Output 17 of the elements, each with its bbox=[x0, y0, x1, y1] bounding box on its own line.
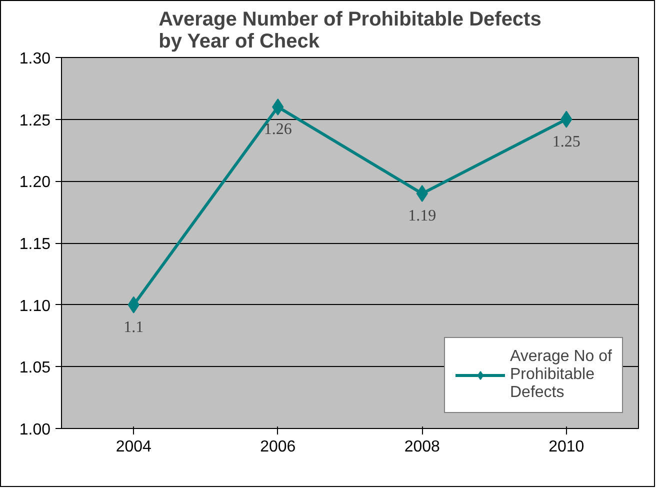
x-tick-label: 2010 bbox=[548, 438, 584, 456]
y-tick-label: 1.30 bbox=[19, 50, 51, 68]
y-tick-label: 1.20 bbox=[19, 174, 51, 192]
y-tick-label: 1.00 bbox=[19, 422, 51, 438]
y-tick-label: 1.10 bbox=[19, 298, 51, 315]
x-tick-label: 2004 bbox=[116, 438, 152, 456]
x-tick-label: 2006 bbox=[260, 438, 296, 456]
data-label: 1.25 bbox=[552, 133, 580, 150]
data-label: 1.19 bbox=[408, 208, 436, 225]
data-label: 1.26 bbox=[264, 120, 292, 138]
y-tick-label: 1.05 bbox=[19, 360, 51, 377]
data-label: 1.1 bbox=[124, 318, 144, 336]
legend-label: Average No of Prohibitable Defects bbox=[510, 348, 612, 402]
x-tick-label: 2008 bbox=[404, 438, 440, 456]
y-tick-label: 1.25 bbox=[19, 112, 51, 130]
chart-title: Average Number of Prohibitable Defects by Year of Check bbox=[158, 8, 542, 52]
y-tick-label: 1.15 bbox=[19, 236, 51, 253]
